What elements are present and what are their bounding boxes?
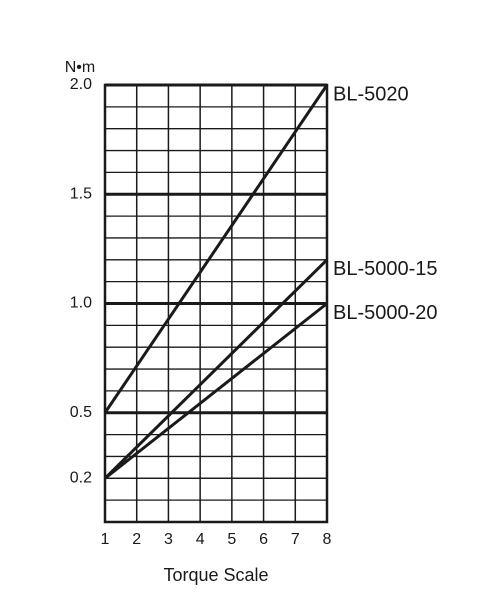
x-tick-label: 4 bbox=[196, 531, 205, 548]
y-unit: N•m bbox=[65, 59, 95, 76]
y-tick-label: 2.0 bbox=[70, 76, 92, 93]
y-tick-label: 0.2 bbox=[70, 470, 92, 487]
x-tick-label: 1 bbox=[101, 531, 110, 548]
series-label: BL-5000-15 bbox=[333, 258, 438, 280]
x-tick-label: 7 bbox=[291, 531, 300, 548]
x-tick-label: 8 bbox=[323, 531, 332, 548]
x-tick-label: 3 bbox=[164, 531, 173, 548]
series-label: BL-5000-20 bbox=[333, 302, 438, 324]
y-tick-label: 0.5 bbox=[70, 404, 92, 421]
x-tick-label: 2 bbox=[132, 531, 141, 548]
x-tick-label: 5 bbox=[227, 531, 236, 548]
series-line bbox=[104, 302, 328, 480]
x-axis-label: Torque Scale bbox=[163, 565, 268, 585]
series-label: BL-5020 bbox=[333, 83, 409, 105]
series-line bbox=[103, 258, 329, 480]
series-line bbox=[103, 84, 329, 414]
x-tick-label: 6 bbox=[259, 531, 268, 548]
y-tick-label: 1.5 bbox=[70, 185, 92, 202]
y-tick-label: 1.0 bbox=[70, 295, 92, 312]
